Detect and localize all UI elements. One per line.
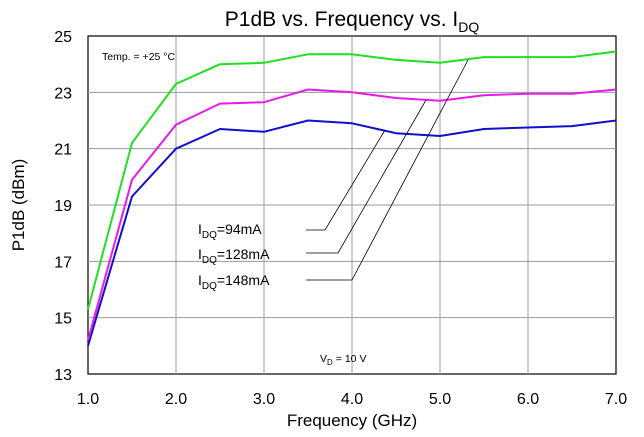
series-line-94ma (87, 119, 617, 347)
x-tick-label: 6.0 (517, 391, 539, 408)
x-tick-label: 5.0 (429, 391, 451, 408)
vd-annotation: VD = 10 V (320, 353, 366, 367)
leader-line-128ma (306, 99, 427, 254)
series-group (87, 50, 617, 347)
y-tick-label: 25 (54, 29, 72, 46)
tick-labels: 1.0 2.0 3.0 4.0 5.0 6.0 7.0 13 15 17 19 21 23 25 (54, 29, 627, 408)
legend-label-94ma: IDQ=94mA (198, 221, 262, 241)
y-axis-label: P1dB (dBm) (9, 159, 28, 252)
y-tick-label: 15 (54, 311, 72, 328)
series-line-128ma (87, 88, 617, 341)
series-line-148ma (87, 50, 617, 310)
x-axis-label: Frequency (GHz) (287, 411, 417, 430)
y-tick-label: 23 (54, 85, 72, 102)
grid-lines (88, 36, 616, 374)
x-tick-label: 2.0 (165, 391, 187, 408)
x-tick-label: 7.0 (605, 391, 627, 408)
y-tick-label: 21 (54, 142, 72, 159)
x-tick-label: 4.0 (341, 391, 363, 408)
x-tick-label: 3.0 (253, 391, 275, 408)
leader-line-94ma (306, 129, 386, 231)
temperature-annotation: Temp. = +25 °C (102, 51, 175, 63)
x-tick-label: 1.0 (77, 391, 99, 408)
legend-label-128ma: IDQ=128mA (198, 246, 270, 266)
y-tick-label: 19 (54, 198, 72, 215)
leader-line-148ma (306, 59, 469, 281)
y-tick-label: 17 (54, 254, 72, 271)
chart-title: P1dB vs. Frequency vs. IDQ (225, 8, 480, 35)
y-tick-label: 13 (54, 367, 72, 384)
legend-label-148ma: IDQ=148mA (198, 272, 270, 292)
